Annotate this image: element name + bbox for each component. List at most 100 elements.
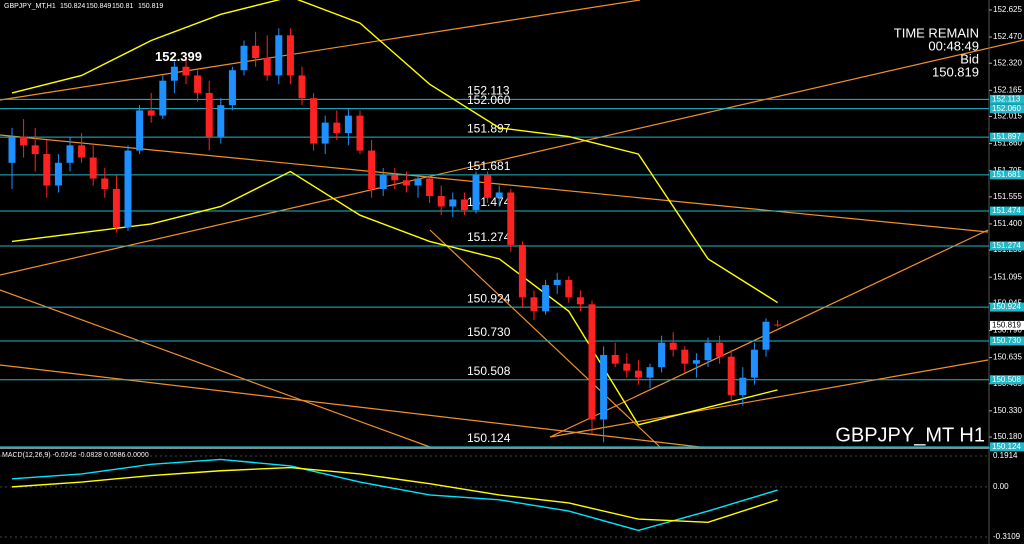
macd-line — [11, 466, 778, 524]
level-tag — [990, 302, 1024, 312]
candle-body — [66, 145, 74, 163]
candle-body — [252, 45, 260, 58]
macd-tick-label: -0.3109 — [993, 532, 1021, 541]
bid-value: 150.819 — [932, 64, 979, 79]
candle-body — [681, 349, 689, 364]
candle-body — [89, 157, 97, 179]
candle-body — [727, 356, 735, 396]
candle-body — [147, 110, 155, 116]
candle-body — [646, 367, 654, 378]
candle-body — [530, 297, 538, 312]
level-label: 151.681 — [467, 159, 511, 173]
level-tag — [990, 206, 1024, 216]
price-tag — [990, 320, 1024, 330]
candle-body — [739, 377, 747, 396]
bid-label: Bid — [960, 51, 979, 66]
header-high: 150.849 — [86, 3, 111, 10]
candle-body — [576, 297, 584, 305]
trendline — [0, 364, 701, 448]
candle-body — [344, 115, 352, 134]
level-tag-label: 151.474 — [992, 206, 1021, 215]
candle-body — [762, 321, 770, 350]
trendline — [0, 289, 431, 448]
level-tag-label: 150.730 — [992, 336, 1021, 345]
candle-body — [240, 45, 248, 71]
candle-body — [472, 175, 480, 210]
candle-body — [182, 66, 190, 76]
candle-body — [402, 180, 410, 186]
candle-body — [54, 162, 62, 186]
trendline — [549, 359, 989, 438]
candle-body — [774, 324, 782, 326]
y-tick-label: 151.095 — [993, 272, 1022, 281]
candle-body — [194, 75, 202, 93]
y-tick-label: 151.705 — [993, 166, 1022, 175]
trendline — [0, 0, 641, 101]
macd-tick-label: 0.00 — [993, 482, 1009, 491]
y-tick-label: 152.015 — [993, 112, 1022, 121]
candle-body — [356, 115, 364, 151]
candle-body — [484, 175, 492, 198]
candle-body — [31, 145, 39, 155]
y-tick-label: 152.625 — [993, 5, 1022, 14]
level-tag-label: 152.113 — [992, 95, 1021, 104]
candle-body — [78, 145, 86, 158]
candle-body — [565, 279, 573, 298]
y-tick-label: 150.635 — [993, 353, 1022, 362]
level-label: 151.897 — [467, 121, 511, 135]
candle-body — [286, 35, 294, 76]
candle-body — [623, 363, 631, 371]
band-line — [11, 170, 778, 426]
macd-tick-label: 0.1914 — [993, 451, 1018, 460]
symbol: GBPJPY_MT,H1 — [4, 3, 56, 10]
time-remain: 00:48:49 — [928, 38, 979, 53]
trendline — [429, 229, 661, 448]
level-label: 150.508 — [467, 364, 511, 378]
candle-body — [658, 342, 666, 368]
candle-body — [750, 349, 758, 378]
candle-body — [634, 370, 642, 378]
level-label: 150.924 — [467, 291, 511, 305]
level-label: 150.730 — [467, 325, 511, 339]
candle-body — [8, 136, 16, 163]
level-label: 150.124 — [467, 431, 511, 445]
header-close: 150.819 — [138, 3, 163, 10]
candle-body — [449, 199, 457, 207]
y-tick-label: 151.555 — [993, 192, 1022, 201]
y-tick-label: 152.320 — [993, 58, 1022, 67]
candle-body — [600, 354, 608, 420]
macd-line — [11, 458, 778, 532]
candle-body — [611, 354, 619, 364]
level-tag — [990, 104, 1024, 114]
level-tag — [990, 336, 1024, 346]
level-tag-label: 151.681 — [992, 170, 1021, 179]
candle-body — [310, 98, 318, 144]
candle-body — [391, 175, 399, 181]
level-label: 151.274 — [467, 230, 511, 244]
y-tick-label: 152.165 — [993, 85, 1022, 94]
candle-body — [263, 57, 271, 76]
trendlines — [0, 0, 1024, 448]
candle-body — [333, 122, 341, 134]
candle-body — [716, 342, 724, 357]
level-tag-label: 152.060 — [992, 104, 1021, 113]
peak-label: 152.399 — [155, 49, 202, 64]
candle-body — [460, 199, 468, 210]
candle-body — [170, 66, 178, 81]
y-tick-label: 151.860 — [993, 139, 1022, 148]
y-tick-label: 150.180 — [993, 432, 1022, 441]
candle-body — [321, 122, 329, 144]
candle-body — [379, 175, 387, 190]
level-label: 152.060 — [467, 93, 511, 107]
candle-body — [588, 304, 596, 420]
level-tag-label: 150.924 — [992, 302, 1021, 311]
candle-body — [136, 110, 144, 151]
header-open: 150.824 — [60, 3, 85, 10]
level-tag-label: 151.897 — [992, 132, 1021, 141]
candle-body — [217, 105, 225, 137]
y-tick-label: 150.330 — [993, 406, 1022, 415]
candle-body — [542, 285, 550, 312]
level-tag-label: 150.508 — [992, 375, 1021, 384]
